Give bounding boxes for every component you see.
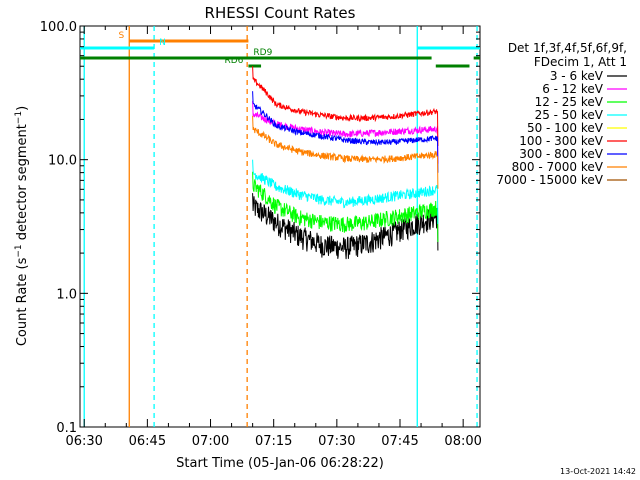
legend-label: 50 - 100 keV [527,121,604,135]
x-axis: 06:30 06:45 07:00 07:15 07:30 07:45 08:00 [65,26,482,449]
legend: Det 1f,3f,4f,5f,6f,9f, FDecim 1, Att 1 3… [496,41,627,187]
series-line [252,159,439,225]
y-axis-title-superscript: −1 [14,244,24,257]
y-axis-title-superscript: −1 [14,111,24,124]
plot-frame [79,25,481,428]
flag-bar-label: N [159,38,166,48]
y-tick-label: 100.0 [40,20,77,35]
x-tick-label: 07:45 [381,434,418,449]
flag-bar-label: RD6 [224,56,243,66]
y-axis-title-part: detector segment [15,124,30,244]
flag-bar-label: RD9 [253,48,272,58]
series-line [252,66,439,147]
chart-title: RHESSI Count Rates [205,4,356,22]
series-line [252,171,439,243]
y-axis-title-part: Count Rate (s [15,257,30,346]
legend-label: 25 - 50 keV [535,108,604,122]
x-tick-label: 07:00 [192,434,229,449]
series-line [252,100,439,164]
series-line [252,91,439,173]
flag-bar-label: S [119,31,125,41]
legend-label: 12 - 25 keV [535,95,604,109]
footer-timestamp: 13-Oct-2021 14:42 [560,467,636,476]
x-tick-label: 06:30 [65,434,102,449]
series-line [252,115,439,189]
legend-label: 7000 - 15000 keV [496,173,603,187]
y-axis-title: Count Rate (s−1 detector segment−1) [14,106,30,346]
x-tick-label: 07:15 [255,434,292,449]
series-lines [252,66,439,260]
event-lines [83,26,478,427]
y-axis: 0.1 1.0 10.0 100.0 [40,20,480,436]
legend-label: 6 - 12 keV [542,82,604,96]
y-tick-label: 0.1 [56,421,77,436]
x-tick-label: 08:00 [444,434,481,449]
flag-bars: S N RD9 RD6 [80,31,480,68]
legend-header-line: Det 1f,3f,4f,5f,6f,9f, [508,41,627,55]
plot-area: S N RD9 RD6 0.1 1.0 10.0 100.0 06:30 06:45 07:00… [40,20,482,449]
legend-header-line: FDecim 1, Att 1 [534,55,627,69]
legend-label: 100 - 300 keV [519,134,603,148]
y-tick-label: 1.0 [56,287,77,302]
y-tick-label: 10.0 [48,154,77,169]
legend-label: 3 - 6 keV [550,69,604,83]
x-axis-title: Start Time (05-Jan-06 06:28:22) [176,456,384,471]
y-axis-title-part: ) [15,106,30,111]
x-tick-label: 06:45 [129,434,166,449]
legend-label: 800 - 7000 keV [512,160,604,174]
legend-label: 300 - 800 keV [519,147,603,161]
x-tick-label: 07:30 [318,434,355,449]
